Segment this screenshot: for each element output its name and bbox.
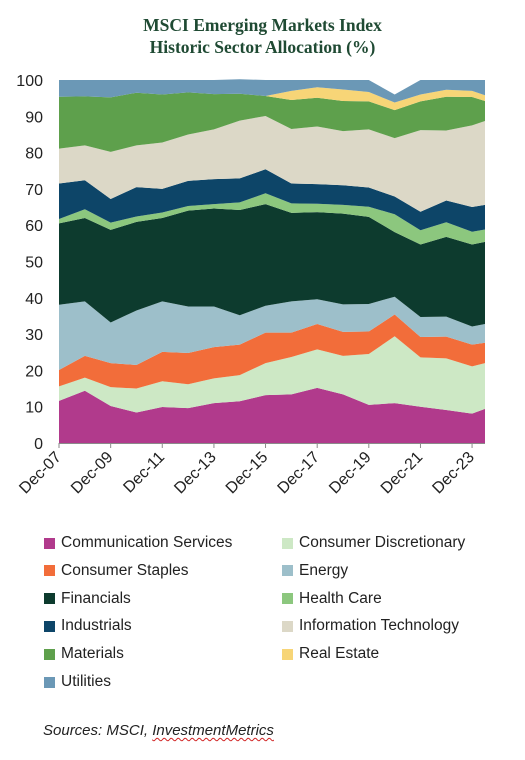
legend-label: Consumer Staples [61, 561, 189, 579]
area-materials [59, 92, 485, 152]
area-health-care [59, 193, 485, 245]
legend-label: Utilities [61, 673, 111, 690]
legend-item-health-care: Health Care [282, 588, 382, 610]
legend-swatch [44, 648, 55, 660]
source-note: Sources: MSCI, InvestmentMetrics [43, 722, 274, 739]
area-industrials [59, 169, 485, 232]
legend-label: Consumer Discretionary [299, 534, 466, 551]
legend-label: Financials [61, 589, 131, 607]
legend-item-industrials: Industrials [44, 615, 132, 637]
area-financials [59, 204, 485, 327]
legend-swatch [282, 593, 293, 605]
area-energy [59, 296, 485, 371]
legend-item-communication-services: Communication Services [44, 532, 232, 554]
source-investmentmetrics: InvestmentMetrics [152, 722, 274, 739]
area-information-technology [59, 115, 485, 212]
y-tick-label: 0 [34, 436, 43, 453]
x-tick-label: Dec-07 [16, 449, 65, 498]
y-tick-label: 90 [25, 109, 43, 126]
legend-item-real-estate: Real Estate [282, 643, 379, 665]
legend-label: Energy [299, 561, 349, 579]
x-tick-label: Dec-23 [429, 449, 478, 498]
legend-label: Real Estate [299, 645, 380, 663]
legend-label: Information Technology [299, 617, 459, 635]
legend-item-consumer-discretionary: Consumer Discretionary [282, 532, 465, 554]
y-tick-label: 10 [25, 400, 43, 417]
legend-swatch [282, 620, 293, 632]
x-tick-label: Dec-21 [378, 449, 427, 498]
y-tick-label: 40 [25, 291, 43, 308]
area-consumer-staples [59, 314, 485, 389]
area-series-group [59, 79, 485, 443]
x-tick-label: Dec-13 [171, 449, 220, 498]
chart-title: MSCI Emerging Markets Index [143, 15, 382, 35]
legend-label: Industrials [61, 617, 132, 635]
x-tick-label: Dec-19 [326, 449, 375, 498]
chart-subtitle: Historic Sector Allocation (%) [149, 37, 376, 57]
source-prefix: Sources: MSCI, [43, 722, 153, 739]
y-tick-label: 80 [25, 146, 43, 163]
legend-swatch [44, 620, 55, 632]
y-tick-label: 50 [25, 255, 43, 272]
x-tick-label: Dec-17 [275, 449, 324, 498]
x-tick-label: Dec-09 [68, 449, 117, 498]
legend-item-information-technology: Information Technology [282, 615, 459, 637]
y-tick-label: 60 [25, 218, 43, 235]
y-tick-label: 30 [25, 327, 43, 344]
area-utilities [59, 79, 485, 103]
legend-swatch [282, 537, 293, 549]
y-tick-label: 70 [25, 182, 43, 199]
stacked-area-chart: 0 10 20 30 40 50 60 70 80 90 100 Dec-07 Dec-09 Dec-11… [16, 73, 485, 498]
legend-swatch [44, 676, 55, 688]
area-communication-services [59, 387, 485, 443]
y-tick-label: 100 [16, 73, 43, 90]
legend-swatch [44, 537, 55, 549]
y-tick-label: 20 [25, 363, 43, 380]
legend-swatch [44, 593, 55, 605]
area-consumer-discretionary [59, 336, 485, 414]
legend-item-consumer-staples: Consumer Staples [44, 560, 189, 582]
legend-swatch [282, 565, 293, 577]
x-tick-label: Dec-15 [223, 449, 272, 498]
legend-swatch [282, 648, 293, 660]
legend-item-energy: Energy [282, 560, 348, 582]
legend-item-financials: Financials [44, 588, 131, 610]
legend-label: Health Care [299, 589, 382, 607]
legend-item-utilities: Utilities [44, 671, 111, 693]
area-real-estate [59, 87, 485, 111]
legend-swatch [44, 565, 55, 577]
x-tick-label: Dec-11 [120, 449, 168, 497]
legend-label: Communication Services [61, 534, 233, 551]
legend-item-materials: Materials [44, 643, 124, 665]
legend-label: Materials [61, 645, 124, 663]
